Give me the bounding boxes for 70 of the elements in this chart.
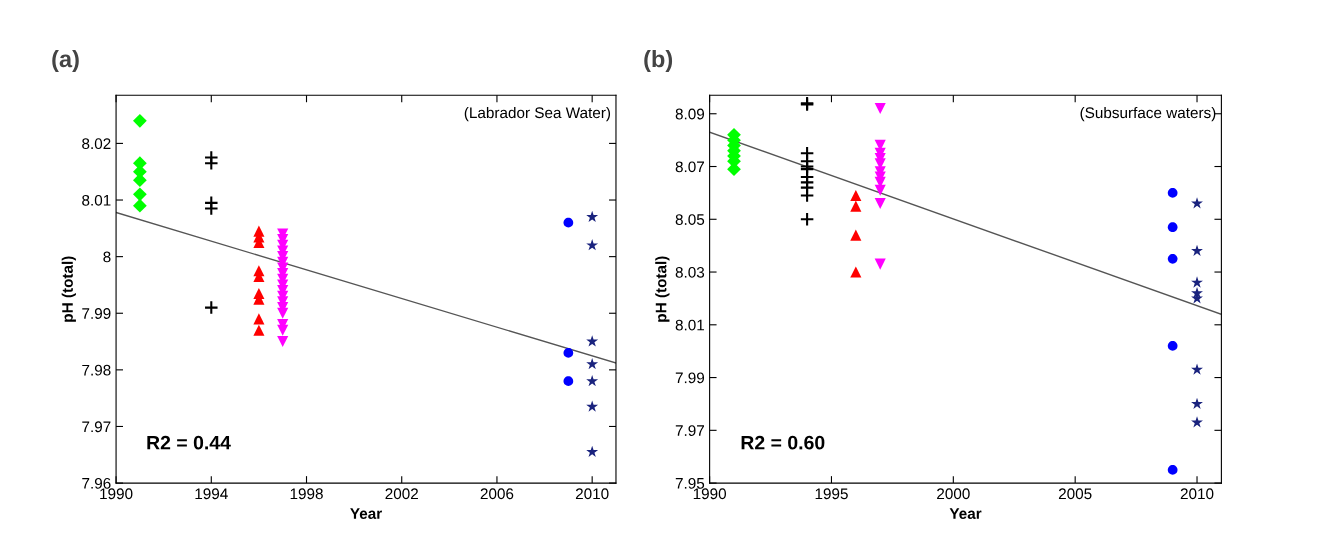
point <box>133 113 147 128</box>
point <box>799 188 815 203</box>
point <box>133 198 147 213</box>
point <box>253 324 265 336</box>
point <box>850 189 862 202</box>
point <box>563 348 574 358</box>
y-tick-label: 8.01 <box>82 194 111 206</box>
y-axis-title: pH (total) <box>655 256 670 322</box>
x-axis-title: Year <box>949 508 982 519</box>
point <box>850 200 862 212</box>
point <box>1191 276 1203 288</box>
y-tick-label: 8.03 <box>675 266 705 278</box>
y-tick-label: 8.01 <box>675 319 705 331</box>
y-tick-label: 7.97 <box>82 421 111 433</box>
point <box>850 229 862 241</box>
x-tick-label: 1995 <box>815 488 848 500</box>
x-tick-label: 1990 <box>693 488 727 500</box>
x-tick-label: 2005 <box>1058 488 1092 500</box>
point <box>563 376 574 387</box>
x-tick-label: 1990 <box>100 488 133 500</box>
x-tick-label: 2002 <box>385 488 418 500</box>
y-tick-label: 7.98 <box>82 364 111 376</box>
point <box>799 211 815 227</box>
chart-title: (b) <box>644 50 673 73</box>
point <box>874 197 886 210</box>
point <box>586 239 599 251</box>
point <box>874 102 886 115</box>
point <box>204 300 219 315</box>
point <box>1191 244 1203 256</box>
x-tick-label: 1994 <box>195 488 228 500</box>
point <box>133 187 147 202</box>
y-tick-label: 7.95 <box>675 477 705 489</box>
point <box>563 217 574 228</box>
annotation: (Labrador Sea Water) <box>464 106 611 122</box>
point <box>1167 465 1178 475</box>
x-axis-title: Year <box>350 508 382 519</box>
y-tick-label: 8.02 <box>82 138 111 150</box>
point <box>277 336 289 348</box>
point <box>586 210 599 223</box>
point <box>586 445 599 458</box>
point <box>1191 363 1203 375</box>
y-tick-label: 8.05 <box>675 214 705 225</box>
point <box>133 173 147 188</box>
point <box>1167 222 1178 233</box>
y-tick-label: 8.07 <box>675 161 704 173</box>
point <box>586 374 599 387</box>
point <box>1167 188 1178 198</box>
point <box>850 266 862 278</box>
chart-title: (a) <box>52 50 79 73</box>
x-tick-label: 2006 <box>480 488 514 500</box>
point <box>586 357 599 370</box>
point <box>1167 341 1178 351</box>
y-tick-label: 8 <box>103 251 111 263</box>
y-tick-label: 8.09 <box>675 108 705 120</box>
y-tick-label: 7.97 <box>675 425 704 437</box>
point <box>1191 416 1203 428</box>
x-tick-label: 2010 <box>1180 488 1214 500</box>
annotation: (Subsurface waters) <box>1080 106 1216 122</box>
x-tick-label: 1998 <box>290 488 323 500</box>
annotation: R2 = 0.44 <box>147 435 231 450</box>
y-tick-label: 7.99 <box>675 372 705 384</box>
x-tick-label: 2010 <box>575 488 609 500</box>
y-tick-label: 7.96 <box>82 477 111 489</box>
x-tick-label: 2000 <box>937 488 970 500</box>
y-axis-title: pH (total) <box>61 256 76 322</box>
annotation: R2 = 0.60 <box>741 435 825 450</box>
point <box>1167 253 1178 264</box>
y-tick-label: 7.99 <box>82 308 111 319</box>
point <box>586 335 599 347</box>
point <box>1191 397 1203 409</box>
